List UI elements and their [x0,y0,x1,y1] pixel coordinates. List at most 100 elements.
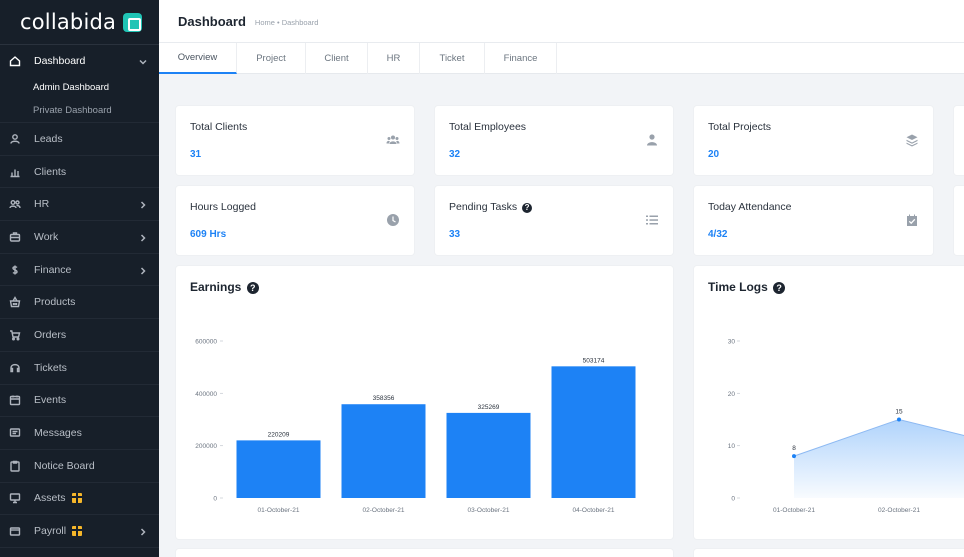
bar [446,412,531,498]
basket-icon [8,295,22,309]
sidebar-item-notice-board[interactable]: Notice Board [0,450,159,483]
sidebar-item-dashboard[interactable]: Dashboard [0,45,159,76]
sidebar-item-hr[interactable]: HR [0,188,159,222]
x-tick-label: 03-October-21 [468,507,510,514]
user-icon [8,132,22,146]
stat-title: Total Clients [190,121,248,133]
stat-card-total-clients[interactable]: Total Clients 31 [176,106,414,175]
stat-value: 609 Hrs [190,229,227,240]
stat-value: 33 [449,229,461,240]
data-point [897,417,901,422]
stat-value: 32 [449,149,461,160]
sidebar-item-tickets[interactable]: Tickets [0,352,159,385]
stat-title: Hours Logged [190,201,256,213]
sidebar-item-assets[interactable]: Assets [0,483,159,516]
gift-icon [71,493,82,504]
page-title: Dashboard [178,13,246,29]
sidebar-item-orders[interactable]: Orders [0,319,159,352]
sidebar-item-label: Messages [34,427,82,440]
tab-finance[interactable]: Finance [485,43,557,74]
timelogs-title: Time Logs ? [708,280,786,294]
users-icon [386,133,400,147]
bottom-panel-partial [694,549,964,557]
chevron-down-icon [139,57,147,65]
sidebar-item-leads[interactable]: Leads [0,123,159,156]
wallet-icon [8,524,22,538]
bar-value-label: 503174 [583,357,605,364]
sidebar-item-label: Products [34,296,76,309]
chevron-right-icon [139,266,147,275]
chevron-right-icon [139,527,147,536]
sidebar-item-work[interactable]: Work [0,221,159,254]
brand-logo-icon [123,12,143,32]
tab-project[interactable]: Project [237,43,306,74]
calendar-check-icon [905,213,919,227]
help-icon[interactable]: ? [246,282,259,294]
sidebar-subitem-private-dashboard[interactable]: Private Dashboard [33,105,112,116]
monitor-icon [8,491,22,505]
sidebar-item-label: Dashboard [34,54,86,67]
sidebar-item-label: Work [34,230,59,243]
stat-card-pending-tasks[interactable]: Pending Tasks ? 33 [435,186,673,255]
earnings-chart: 0 200000 400000 600000 220209 01-October-21 35… [195,339,636,514]
sidebar-item-label: Finance [34,263,72,276]
sidebar-item-label: Events [34,394,67,407]
timelogs-title-text: Time Logs [708,280,768,294]
sidebar-item-label: Assets [34,492,66,505]
message-icon [8,426,22,440]
stat-card-total-projects[interactable]: Total Projects 20 [694,106,933,175]
dashboard-tabs: Overview Project Client HR Ticket Financ… [159,43,964,74]
y-tick-label: 10 [728,443,736,450]
stat-value: 4/32 [708,229,728,240]
bar [551,366,636,498]
dashboard-submenu: Admin Dashboard Private Dashboard [0,76,159,123]
sidebar-item-products[interactable]: Products [0,286,159,320]
help-icon[interactable]: ? [522,203,533,213]
sidebar-item-label: HR [34,198,50,211]
y-tick-label: 600000 [195,339,217,346]
bar-value-label: 358356 [373,395,395,402]
stat-value: 31 [190,149,202,160]
tab-hr[interactable]: HR [368,43,420,74]
stat-card-hours-logged[interactable]: Hours Logged 609 Hrs [176,186,414,255]
user-icon [645,133,659,147]
x-tick-label: 04-October-21 [573,507,615,514]
sidebar-item-label: Clients [34,165,67,178]
stat-title: Today Attendance [708,201,792,213]
sidebar-item-payroll[interactable]: Payroll [0,515,159,548]
sidebar-nav: Dashboard Admin Dashboard Private Dashbo… [0,45,159,548]
x-tick-label: 02-October-21 [878,507,920,514]
stat-title: Total Projects [708,121,772,133]
stat-card-total-employees[interactable]: Total Employees 32 [435,106,673,175]
page-header: Dashboard Home • Dashboard [159,0,964,43]
sidebar-item-clients[interactable]: Clients [0,156,159,189]
y-tick-label: 20 [728,391,736,398]
y-tick-label: 0 [213,496,217,503]
headset-icon [8,361,22,375]
bar [236,440,321,498]
stat-card-partial [954,186,964,255]
chart-icon [8,165,22,179]
sidebar-item-events[interactable]: Events [0,385,159,418]
stat-card-today-attendance[interactable]: Today Attendance 4/32 [694,186,933,255]
gift-icon [72,526,83,537]
sidebar-subitem-admin-dashboard[interactable]: Admin Dashboard [33,82,110,93]
help-icon[interactable]: ? [773,282,786,294]
stat-card-partial [954,106,964,175]
sidebar: collabida Dashboard Admin Dashboard Priv… [0,0,159,557]
sidebar-item-finance[interactable]: Finance [0,254,159,287]
sidebar-item-label: Tickets [34,361,67,374]
users-icon [8,197,22,211]
clipboard-icon [8,459,22,473]
sidebar-item-messages[interactable]: Messages [0,417,159,450]
timelogs-chart: 0 10 20 30 8 01-October-21 15 02-October-21 [728,339,964,514]
y-tick-label: 30 [728,339,736,346]
brand[interactable]: collabida [0,0,159,45]
breadcrumb[interactable]: Home • Dashboard [254,17,319,27]
tab-client[interactable]: Client [306,43,368,74]
bottom-panel-partial [176,549,673,557]
point-value-label: 8 [792,445,796,452]
tab-ticket[interactable]: Ticket [420,43,485,74]
earnings-title-text: Earnings [190,280,242,294]
tab-overview[interactable]: Overview [159,43,237,74]
